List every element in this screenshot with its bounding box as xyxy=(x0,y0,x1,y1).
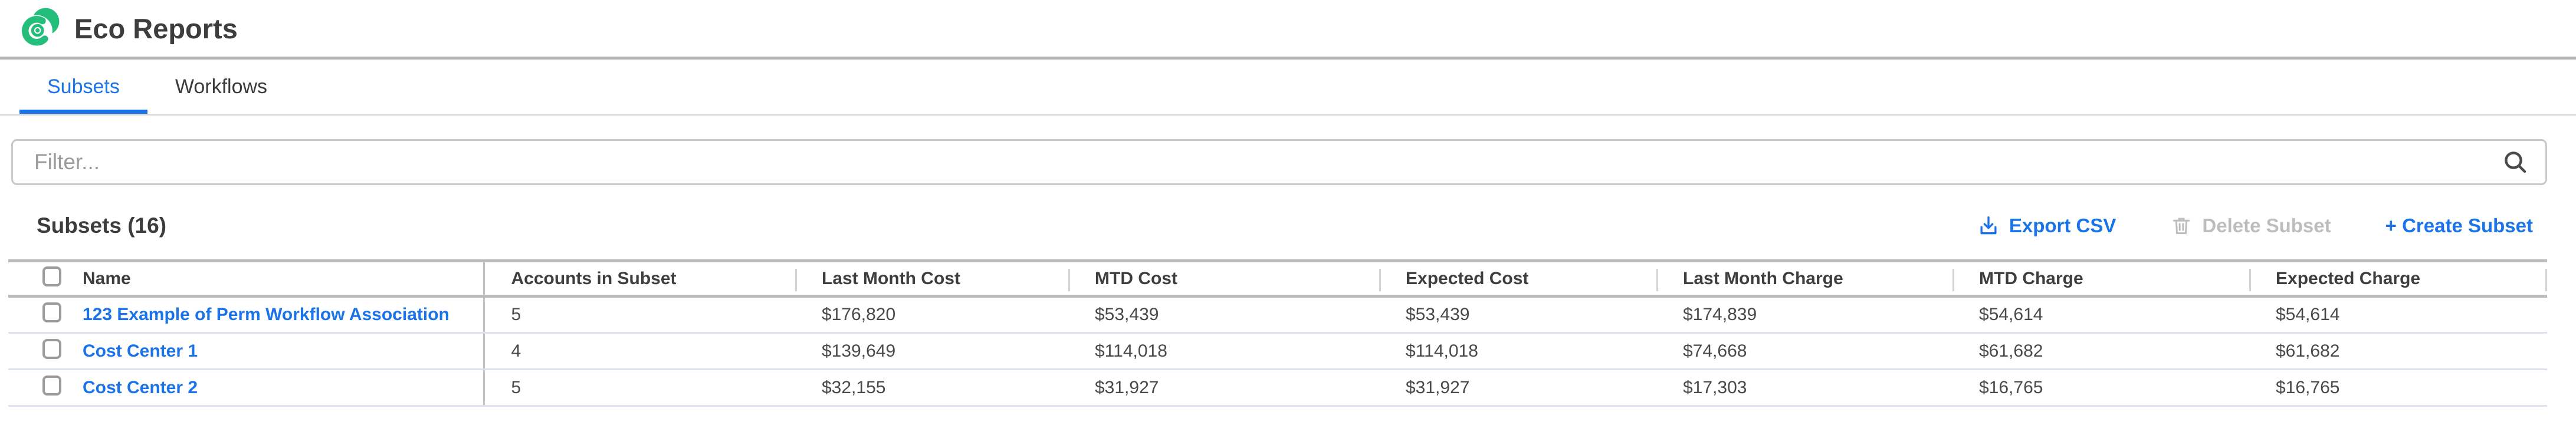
create-subset-button[interactable]: + Create Subset xyxy=(2385,215,2533,237)
page-title: Eco Reports xyxy=(74,12,238,44)
expected-cost-cell: $31,927 xyxy=(1379,369,1656,407)
export-csv-label: Export CSV xyxy=(2009,215,2116,236)
search-icon[interactable] xyxy=(2501,148,2529,176)
app-header: Eco Reports xyxy=(0,0,2576,60)
download-icon xyxy=(1977,215,2000,237)
column-header-last-month-charge[interactable]: Last Month Charge xyxy=(1656,259,1952,298)
create-subset-label: + Create Subset xyxy=(2385,215,2533,236)
tab-bar: Subsets Workflows xyxy=(0,60,2576,116)
subset-name-link[interactable]: Cost Center 2 xyxy=(83,377,198,397)
expected-cost-cell: $53,439 xyxy=(1379,296,1656,334)
last-month-charge-cell: $74,668 xyxy=(1656,332,1952,370)
mtd-charge-cell: $54,614 xyxy=(1952,296,2249,334)
table-row: Cost Center 2 5 $32,155 $31,927 $31,927 … xyxy=(8,369,2547,407)
last-month-cost-cell: $32,155 xyxy=(795,369,1068,407)
column-header-mtd-cost[interactable]: MTD Cost xyxy=(1068,259,1379,298)
subset-name-link[interactable]: 123 Example of Perm Workflow Association xyxy=(83,305,449,324)
mtd-cost-cell: $53,439 xyxy=(1068,296,1379,334)
accounts-cell: 5 xyxy=(484,369,795,407)
last-month-cost-cell: $139,649 xyxy=(795,332,1068,370)
column-header-accounts[interactable]: Accounts in Subset xyxy=(484,259,795,298)
column-header-name[interactable]: Name xyxy=(55,259,485,298)
delete-subset-button[interactable]: Delete Subset xyxy=(2170,215,2331,237)
last-month-cost-cell: $176,820 xyxy=(795,296,1068,334)
section-header: Subsets (16) Export CSV Delete Subset + … xyxy=(37,213,2533,238)
subsets-table: Name Accounts in Subset Last Month Cost … xyxy=(8,259,2547,407)
last-month-charge-cell: $17,303 xyxy=(1656,369,1952,407)
subsets-table-body: 123 Example of Perm Workflow Association… xyxy=(8,296,2547,407)
last-month-charge-cell: $174,839 xyxy=(1656,296,1952,334)
table-header-row: Name Accounts in Subset Last Month Cost … xyxy=(8,259,2547,298)
accounts-cell: 5 xyxy=(484,296,795,334)
expected-cost-cell: $114,018 xyxy=(1379,332,1656,370)
table-actions: Export CSV Delete Subset + Create Subset xyxy=(1977,215,2533,237)
filter-input[interactable] xyxy=(11,139,2547,185)
row-checkbox[interactable] xyxy=(42,302,61,322)
trash-icon xyxy=(2170,215,2193,237)
subsets-heading: Subsets (16) xyxy=(37,213,167,238)
expected-charge-cell: $61,682 xyxy=(2249,332,2547,370)
accounts-cell: 4 xyxy=(484,332,795,370)
export-csv-button[interactable]: Export CSV xyxy=(1977,215,2116,237)
table-row: Cost Center 1 4 $139,649 $114,018 $114,0… xyxy=(8,332,2547,370)
mtd-charge-cell: $61,682 xyxy=(1952,332,2249,370)
row-checkbox[interactable] xyxy=(42,338,61,359)
mtd-cost-cell: $31,927 xyxy=(1068,369,1379,407)
mtd-charge-cell: $16,765 xyxy=(1952,369,2249,407)
delete-subset-label: Delete Subset xyxy=(2202,215,2331,236)
tab-subsets[interactable]: Subsets xyxy=(19,60,147,114)
column-header-expected-charge[interactable]: Expected Charge xyxy=(2249,259,2547,298)
eco-logo-icon xyxy=(19,6,61,51)
mtd-cost-cell: $114,018 xyxy=(1068,332,1379,370)
tab-workflows[interactable]: Workflows xyxy=(175,75,268,98)
column-header-last-month-cost[interactable]: Last Month Cost xyxy=(795,259,1068,298)
table-row: 123 Example of Perm Workflow Association… xyxy=(8,296,2547,334)
expected-charge-cell: $16,765 xyxy=(2249,369,2547,407)
filter-bar xyxy=(11,139,2547,185)
subset-name-link[interactable]: Cost Center 1 xyxy=(83,341,198,361)
expected-charge-cell: $54,614 xyxy=(2249,296,2547,334)
row-checkbox[interactable] xyxy=(42,375,61,396)
column-header-mtd-charge[interactable]: MTD Charge xyxy=(1952,259,2249,298)
column-header-expected-cost[interactable]: Expected Cost xyxy=(1379,259,1656,298)
